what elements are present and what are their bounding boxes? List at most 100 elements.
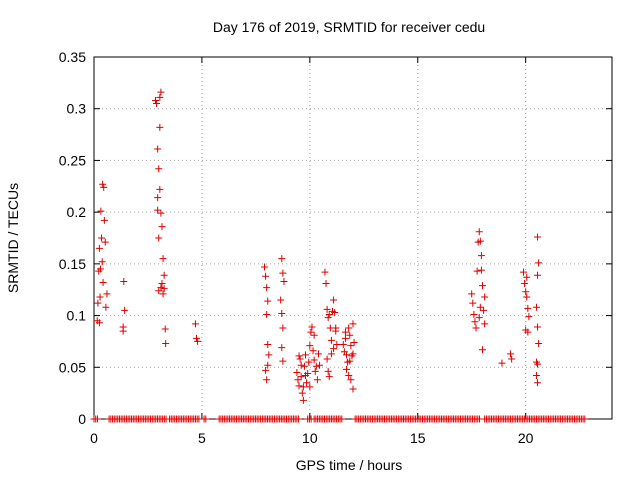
- data-point: [154, 145, 162, 153]
- data-point: [534, 233, 542, 241]
- data-point: [480, 306, 488, 314]
- data-point: [264, 341, 272, 349]
- data-point: [94, 299, 102, 307]
- data-point: [299, 396, 307, 404]
- data-point: [194, 337, 202, 345]
- data-point: [119, 327, 127, 335]
- data-point: [295, 415, 303, 423]
- data-point: [327, 350, 335, 358]
- data-point: [157, 284, 165, 292]
- data-point: [345, 372, 353, 380]
- data-point: [325, 311, 333, 319]
- data-point: [262, 272, 270, 280]
- data-point: [297, 361, 305, 369]
- data-point: [331, 308, 339, 316]
- data-point: [468, 290, 476, 298]
- x-tick-label: 0: [90, 430, 98, 446]
- data-point: [477, 252, 485, 260]
- data-point: [296, 355, 304, 363]
- data-point: [312, 362, 320, 370]
- data-point: [93, 415, 101, 423]
- data-point: [155, 234, 163, 242]
- y-tick-label: 0.15: [59, 256, 86, 272]
- data-point: [161, 325, 169, 333]
- data-point: [99, 180, 107, 188]
- data-point: [479, 346, 486, 354]
- data-point: [343, 351, 351, 359]
- chart-title: Day 176 of 2019, SRMTID for receiver ced…: [213, 19, 485, 35]
- data-point: [330, 296, 338, 304]
- x-tick-label: 5: [198, 430, 206, 446]
- data-point: [280, 277, 288, 285]
- data-point: [524, 328, 532, 336]
- data-point: [295, 352, 303, 360]
- data-point: [327, 336, 335, 344]
- data-point: [523, 273, 531, 281]
- data-point: [323, 355, 331, 363]
- data-point: [323, 305, 331, 313]
- data-point: [156, 185, 164, 193]
- data-point: [153, 100, 161, 108]
- y-tick-label: 0.05: [59, 359, 86, 375]
- y-tick-label: 0.35: [59, 49, 86, 65]
- data-point: [308, 323, 316, 331]
- data-point: [264, 361, 272, 369]
- data-point: [278, 344, 286, 352]
- data-point: [154, 194, 162, 202]
- y-tick-label: 0.25: [59, 152, 86, 168]
- data-point: [98, 258, 106, 266]
- data-point: [332, 327, 340, 335]
- data-point: [162, 339, 170, 347]
- data-point: [306, 383, 314, 391]
- data-point: [534, 379, 542, 387]
- data-point: [534, 323, 542, 331]
- data-point: [100, 216, 108, 224]
- data-point: [98, 234, 106, 242]
- data-point: [338, 415, 346, 423]
- data-point: [310, 331, 318, 339]
- data-marks: [90, 88, 589, 423]
- data-point: [316, 361, 324, 369]
- data-point: [347, 342, 355, 350]
- data-point: [475, 228, 483, 236]
- data-point: [279, 269, 287, 277]
- y-tick-label: 0.1: [67, 308, 87, 324]
- data-point: [346, 331, 354, 339]
- axis-ticks: 0 0.05 0.1 0.15 0.2 0.25 0.3 0.35 0 5 10 15 20: [59, 49, 612, 446]
- data-point: [521, 280, 529, 288]
- data-point: [508, 355, 516, 363]
- data-point: [100, 183, 108, 191]
- data-point: [155, 165, 163, 173]
- data-point: [525, 313, 533, 321]
- data-point: [295, 382, 303, 390]
- data-point: [520, 268, 528, 276]
- data-point: [349, 320, 357, 328]
- data-point: [156, 93, 164, 101]
- data-point: [330, 345, 338, 353]
- data-point: [158, 223, 166, 231]
- data-point: [193, 334, 201, 342]
- data-point: [303, 379, 311, 387]
- data-point: [159, 255, 167, 263]
- data-point: [152, 96, 160, 104]
- data-point: [305, 358, 313, 366]
- data-point: [300, 362, 308, 370]
- data-point: [472, 324, 480, 332]
- data-point: [101, 238, 109, 246]
- data-point: [262, 366, 270, 374]
- x-axis-label: GPS time / hours: [296, 457, 403, 473]
- data-point: [341, 328, 349, 336]
- data-point: [156, 123, 164, 131]
- data-point: [581, 415, 589, 423]
- data-point: [534, 360, 542, 368]
- data-point: [294, 376, 302, 384]
- data-point: [157, 209, 165, 217]
- data-point: [339, 341, 347, 349]
- data-point: [341, 334, 349, 342]
- data-point: [298, 389, 306, 397]
- data-point: [263, 284, 271, 292]
- data-point: [278, 255, 286, 263]
- data-point: [263, 311, 271, 319]
- x-tick-label: 10: [302, 430, 318, 446]
